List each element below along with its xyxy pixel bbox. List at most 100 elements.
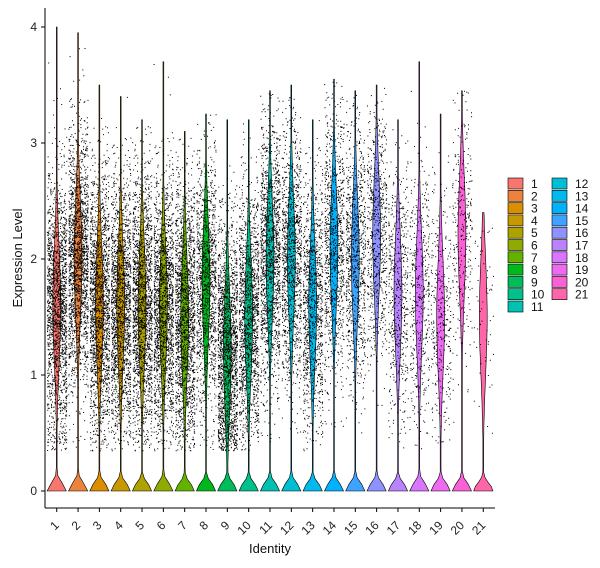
plot-area xyxy=(46,26,494,492)
x-tick-label-8: 8 xyxy=(197,518,212,533)
points-2 xyxy=(68,48,89,448)
violin-5 xyxy=(131,119,153,492)
legend-label-16: 16 xyxy=(575,226,589,240)
legend-key-10 xyxy=(507,288,524,301)
legend-key-13 xyxy=(551,190,568,202)
violin-body-21 xyxy=(473,212,494,492)
points-cloud-10 xyxy=(238,123,260,451)
legend-label-11: 11 xyxy=(531,300,544,314)
legend-key-17 xyxy=(551,239,568,251)
points-13 xyxy=(302,120,324,452)
violin-1 xyxy=(46,26,68,492)
points-11 xyxy=(260,93,281,443)
points-cloud-6 xyxy=(153,64,175,452)
violin-4 xyxy=(110,96,132,492)
violin-9 xyxy=(217,119,239,492)
points-17 xyxy=(388,129,409,449)
legend-key-19 xyxy=(551,263,568,276)
legend-label-6: 6 xyxy=(531,239,538,253)
legend-label-7: 7 xyxy=(531,251,538,265)
legend-label-15: 15 xyxy=(575,214,589,228)
x-tick-label-21: 21 xyxy=(469,518,489,538)
x-tick-label-17: 17 xyxy=(384,518,404,538)
x-tick-label-13: 13 xyxy=(298,518,318,538)
violin-body-15 xyxy=(345,90,366,492)
legend-label-18: 18 xyxy=(575,251,589,265)
legend-label-20: 20 xyxy=(575,275,589,289)
points-7 xyxy=(174,137,196,452)
x-tick-label-12: 12 xyxy=(277,518,297,538)
legend-key-6 xyxy=(507,239,524,251)
violin-3 xyxy=(89,84,111,492)
legend-label-10: 10 xyxy=(531,288,545,302)
x-tick-label-14: 14 xyxy=(320,518,340,538)
points-cloud-2 xyxy=(68,48,89,448)
points-1 xyxy=(46,62,68,451)
points-cloud-12 xyxy=(281,90,303,434)
violin-11 xyxy=(259,90,281,492)
points-cloud-3 xyxy=(89,118,111,452)
legend-key-14 xyxy=(551,202,568,214)
points-cloud-17 xyxy=(388,129,409,449)
x-tick-label-20: 20 xyxy=(448,518,468,538)
violin-8 xyxy=(195,113,217,492)
points-cloud-11 xyxy=(260,93,281,443)
legend-label-19: 19 xyxy=(575,263,589,277)
violin-13 xyxy=(302,119,324,492)
violin-10 xyxy=(238,119,260,492)
points-3 xyxy=(89,118,111,452)
points-15 xyxy=(345,94,367,434)
points-cloud-1 xyxy=(46,62,68,451)
x-tick-label-1: 1 xyxy=(47,518,62,533)
legend-label-4: 4 xyxy=(531,214,538,228)
points-18 xyxy=(409,90,431,450)
y-tick-label-3: 3 xyxy=(30,136,37,150)
legend-key-7 xyxy=(507,251,524,264)
points-cloud-8 xyxy=(196,114,217,451)
x-tick-label-15: 15 xyxy=(341,518,361,538)
violin-body-10 xyxy=(238,119,259,492)
x-tick-label-11: 11 xyxy=(256,518,275,537)
points-8 xyxy=(196,114,217,451)
points-cloud-18 xyxy=(409,90,431,450)
points-cloud-9 xyxy=(217,165,239,452)
legend-label-2: 2 xyxy=(531,189,538,203)
legend-label-8: 8 xyxy=(531,263,538,277)
legend-label-21: 21 xyxy=(575,288,589,302)
violin-17 xyxy=(387,119,409,492)
violin-body-19 xyxy=(430,113,451,492)
legend-key-12 xyxy=(551,177,568,190)
points-5 xyxy=(132,126,153,452)
x-tick-label-5: 5 xyxy=(133,518,148,533)
legend-label-13: 13 xyxy=(575,189,589,203)
points-cloud-4 xyxy=(110,96,132,452)
legend-key-8 xyxy=(507,263,524,276)
legend-key-3 xyxy=(507,202,524,214)
y-axis-title: Expression Level xyxy=(10,208,25,307)
legend-key-5 xyxy=(507,226,524,239)
y-tick-label-4: 4 xyxy=(30,20,37,34)
violin-6 xyxy=(153,61,175,492)
violin-15 xyxy=(345,90,367,492)
points-cloud-13 xyxy=(302,120,324,452)
violin-body-16 xyxy=(366,84,387,492)
legend-label-9: 9 xyxy=(531,275,538,289)
violin-body-13 xyxy=(302,119,323,492)
violin-body-9 xyxy=(217,119,238,492)
legend-key-20 xyxy=(551,276,568,288)
violin-7 xyxy=(174,131,196,492)
violin-18 xyxy=(409,61,431,492)
violin-body-18 xyxy=(409,61,430,492)
points-9 xyxy=(217,165,239,452)
violin-body-17 xyxy=(387,119,409,492)
legend-key-21 xyxy=(551,288,568,301)
legend-key-16 xyxy=(551,226,568,239)
violin-16 xyxy=(366,84,388,492)
points-4 xyxy=(110,96,132,452)
violin-body-14 xyxy=(323,78,345,492)
x-tick-label-9: 9 xyxy=(218,518,233,533)
x-tick-label-2: 2 xyxy=(69,518,84,533)
y-tick-label-0: 0 xyxy=(30,484,37,498)
